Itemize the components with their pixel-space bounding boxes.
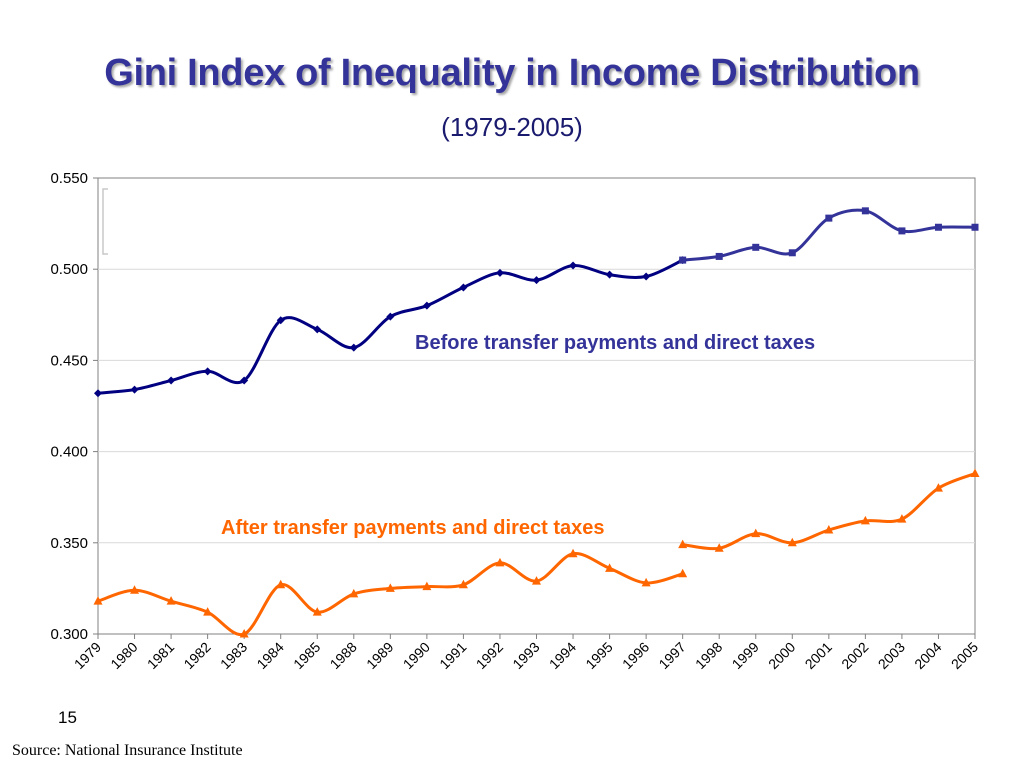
- x-tick-label: 1997: [655, 639, 688, 672]
- x-tick-label: 1988: [327, 639, 360, 672]
- data-point: [93, 596, 103, 605]
- x-tick-label: 2005: [948, 639, 981, 672]
- x-tick-label: 1984: [253, 639, 286, 672]
- data-point: [276, 316, 285, 325]
- x-axis: 1979 1980 1981 1982 1983 1984 1985 1988 1989 1990…: [71, 634, 981, 672]
- data-point: [349, 588, 359, 598]
- data-point: [312, 607, 322, 616]
- page-subtitle: (1979-2005): [441, 112, 583, 142]
- x-tick-label: 2003: [875, 639, 908, 672]
- x-tick-label: 2000: [765, 639, 798, 672]
- y-tick-label: 0.500: [50, 261, 88, 278]
- series-label-before: Before transfer payments and direct taxe…: [415, 332, 815, 354]
- data-point: [715, 252, 723, 260]
- data-point: [94, 389, 102, 398]
- data-point: [678, 568, 688, 578]
- data-point: [787, 537, 797, 547]
- data-point: [679, 256, 687, 264]
- data-point: [240, 376, 249, 385]
- data-point: [788, 249, 796, 257]
- data-point: [568, 548, 578, 558]
- data-point: [385, 583, 395, 592]
- y-tick-label: 0.400: [50, 444, 88, 461]
- data-point: [605, 563, 615, 572]
- x-tick-label: 1995: [582, 639, 615, 672]
- data-point: [276, 579, 286, 589]
- x-tick-label: 2002: [838, 639, 871, 672]
- x-tick-label: 1998: [692, 639, 725, 672]
- data-point: [422, 301, 431, 310]
- data-point: [752, 243, 760, 251]
- y-tick-label: 0.550: [50, 170, 88, 187]
- data-point: [605, 270, 614, 279]
- x-tick-label: 1981: [144, 639, 177, 672]
- data-point: [860, 515, 870, 525]
- series-label-after: After transfer payments and direct taxes: [221, 517, 604, 539]
- data-point: [970, 468, 980, 477]
- gridlines: [98, 268, 975, 544]
- data-point: [532, 276, 541, 285]
- slide-number: 15: [58, 708, 77, 727]
- series-0: [94, 207, 979, 398]
- y-tick-label: 0.350: [50, 535, 88, 552]
- data-point: [203, 367, 212, 376]
- plot-area: [97, 177, 976, 635]
- data-point: [349, 343, 358, 352]
- data-point: [971, 223, 979, 231]
- x-tick-label: 1989: [363, 639, 396, 672]
- x-tick-label: 1996: [619, 639, 652, 672]
- data-point: [532, 576, 541, 585]
- x-tick-label: 1992: [473, 639, 506, 672]
- data-point: [166, 596, 176, 605]
- page-title: Gini Index of Inequality in Income Distr…: [104, 52, 920, 94]
- data-point: [130, 385, 139, 394]
- x-tick-label: 1993: [509, 639, 542, 672]
- x-tick-label: 1979: [71, 639, 104, 672]
- data-point: [825, 214, 833, 222]
- series-1: [93, 468, 980, 638]
- x-tick-label: 1991: [436, 639, 469, 672]
- data-point: [313, 325, 322, 334]
- data-point: [203, 607, 213, 616]
- data-point: [422, 581, 432, 591]
- data-point: [933, 483, 943, 492]
- data-point: [641, 577, 651, 587]
- y-tick-label: 0.300: [50, 626, 88, 643]
- data-point: [861, 207, 869, 215]
- data-point: [130, 585, 140, 594]
- x-tick-label: 1985: [290, 639, 323, 672]
- y-axis-ticks: 0.300 0.350 0.400 0.450 0.500 0.550: [50, 170, 98, 643]
- series-group: [93, 207, 980, 638]
- data-point: [239, 629, 249, 638]
- data-point: [678, 539, 688, 549]
- data-point: [459, 283, 468, 292]
- data-point: [458, 579, 468, 589]
- x-tick-label: 1980: [107, 639, 140, 672]
- x-tick-label: 2001: [802, 639, 835, 672]
- source-note: Source: National Insurance Institute: [12, 742, 243, 759]
- data-point: [642, 272, 651, 281]
- legend-placeholder-bracket: [102, 188, 108, 255]
- data-point: [495, 268, 504, 277]
- x-tick-label: 2004: [911, 639, 944, 672]
- data-point: [386, 312, 395, 321]
- x-tick-label: 1994: [546, 639, 579, 672]
- data-point: [898, 227, 906, 235]
- data-point: [897, 514, 907, 523]
- data-point: [824, 525, 834, 534]
- data-point: [569, 261, 578, 270]
- data-point: [714, 543, 724, 552]
- data-point: [934, 223, 942, 231]
- x-tick-label: 1983: [217, 639, 250, 672]
- x-tick-label: 1990: [400, 639, 433, 672]
- data-point: [751, 528, 761, 538]
- data-point: [495, 557, 505, 567]
- x-tick-label: 1982: [180, 639, 213, 672]
- data-point: [167, 376, 176, 385]
- y-tick-label: 0.450: [50, 352, 88, 369]
- x-tick-label: 1999: [729, 639, 762, 672]
